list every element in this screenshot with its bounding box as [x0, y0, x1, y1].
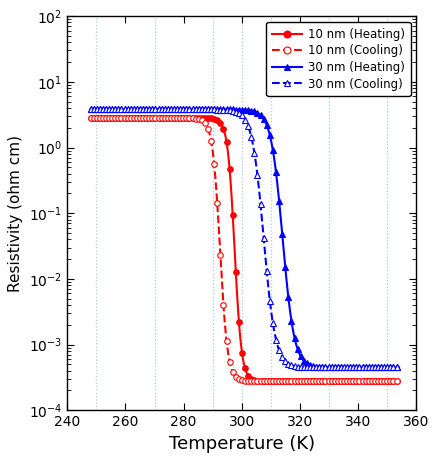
X-axis label: Temperature (K): Temperature (K)	[169, 435, 315, 453]
Y-axis label: Resistivity (ohm cm): Resistivity (ohm cm)	[8, 135, 23, 292]
Legend: 10 nm (Heating), 10 nm (Cooling), 30 nm (Heating), 30 nm (Cooling): 10 nm (Heating), 10 nm (Cooling), 30 nm …	[266, 22, 410, 96]
